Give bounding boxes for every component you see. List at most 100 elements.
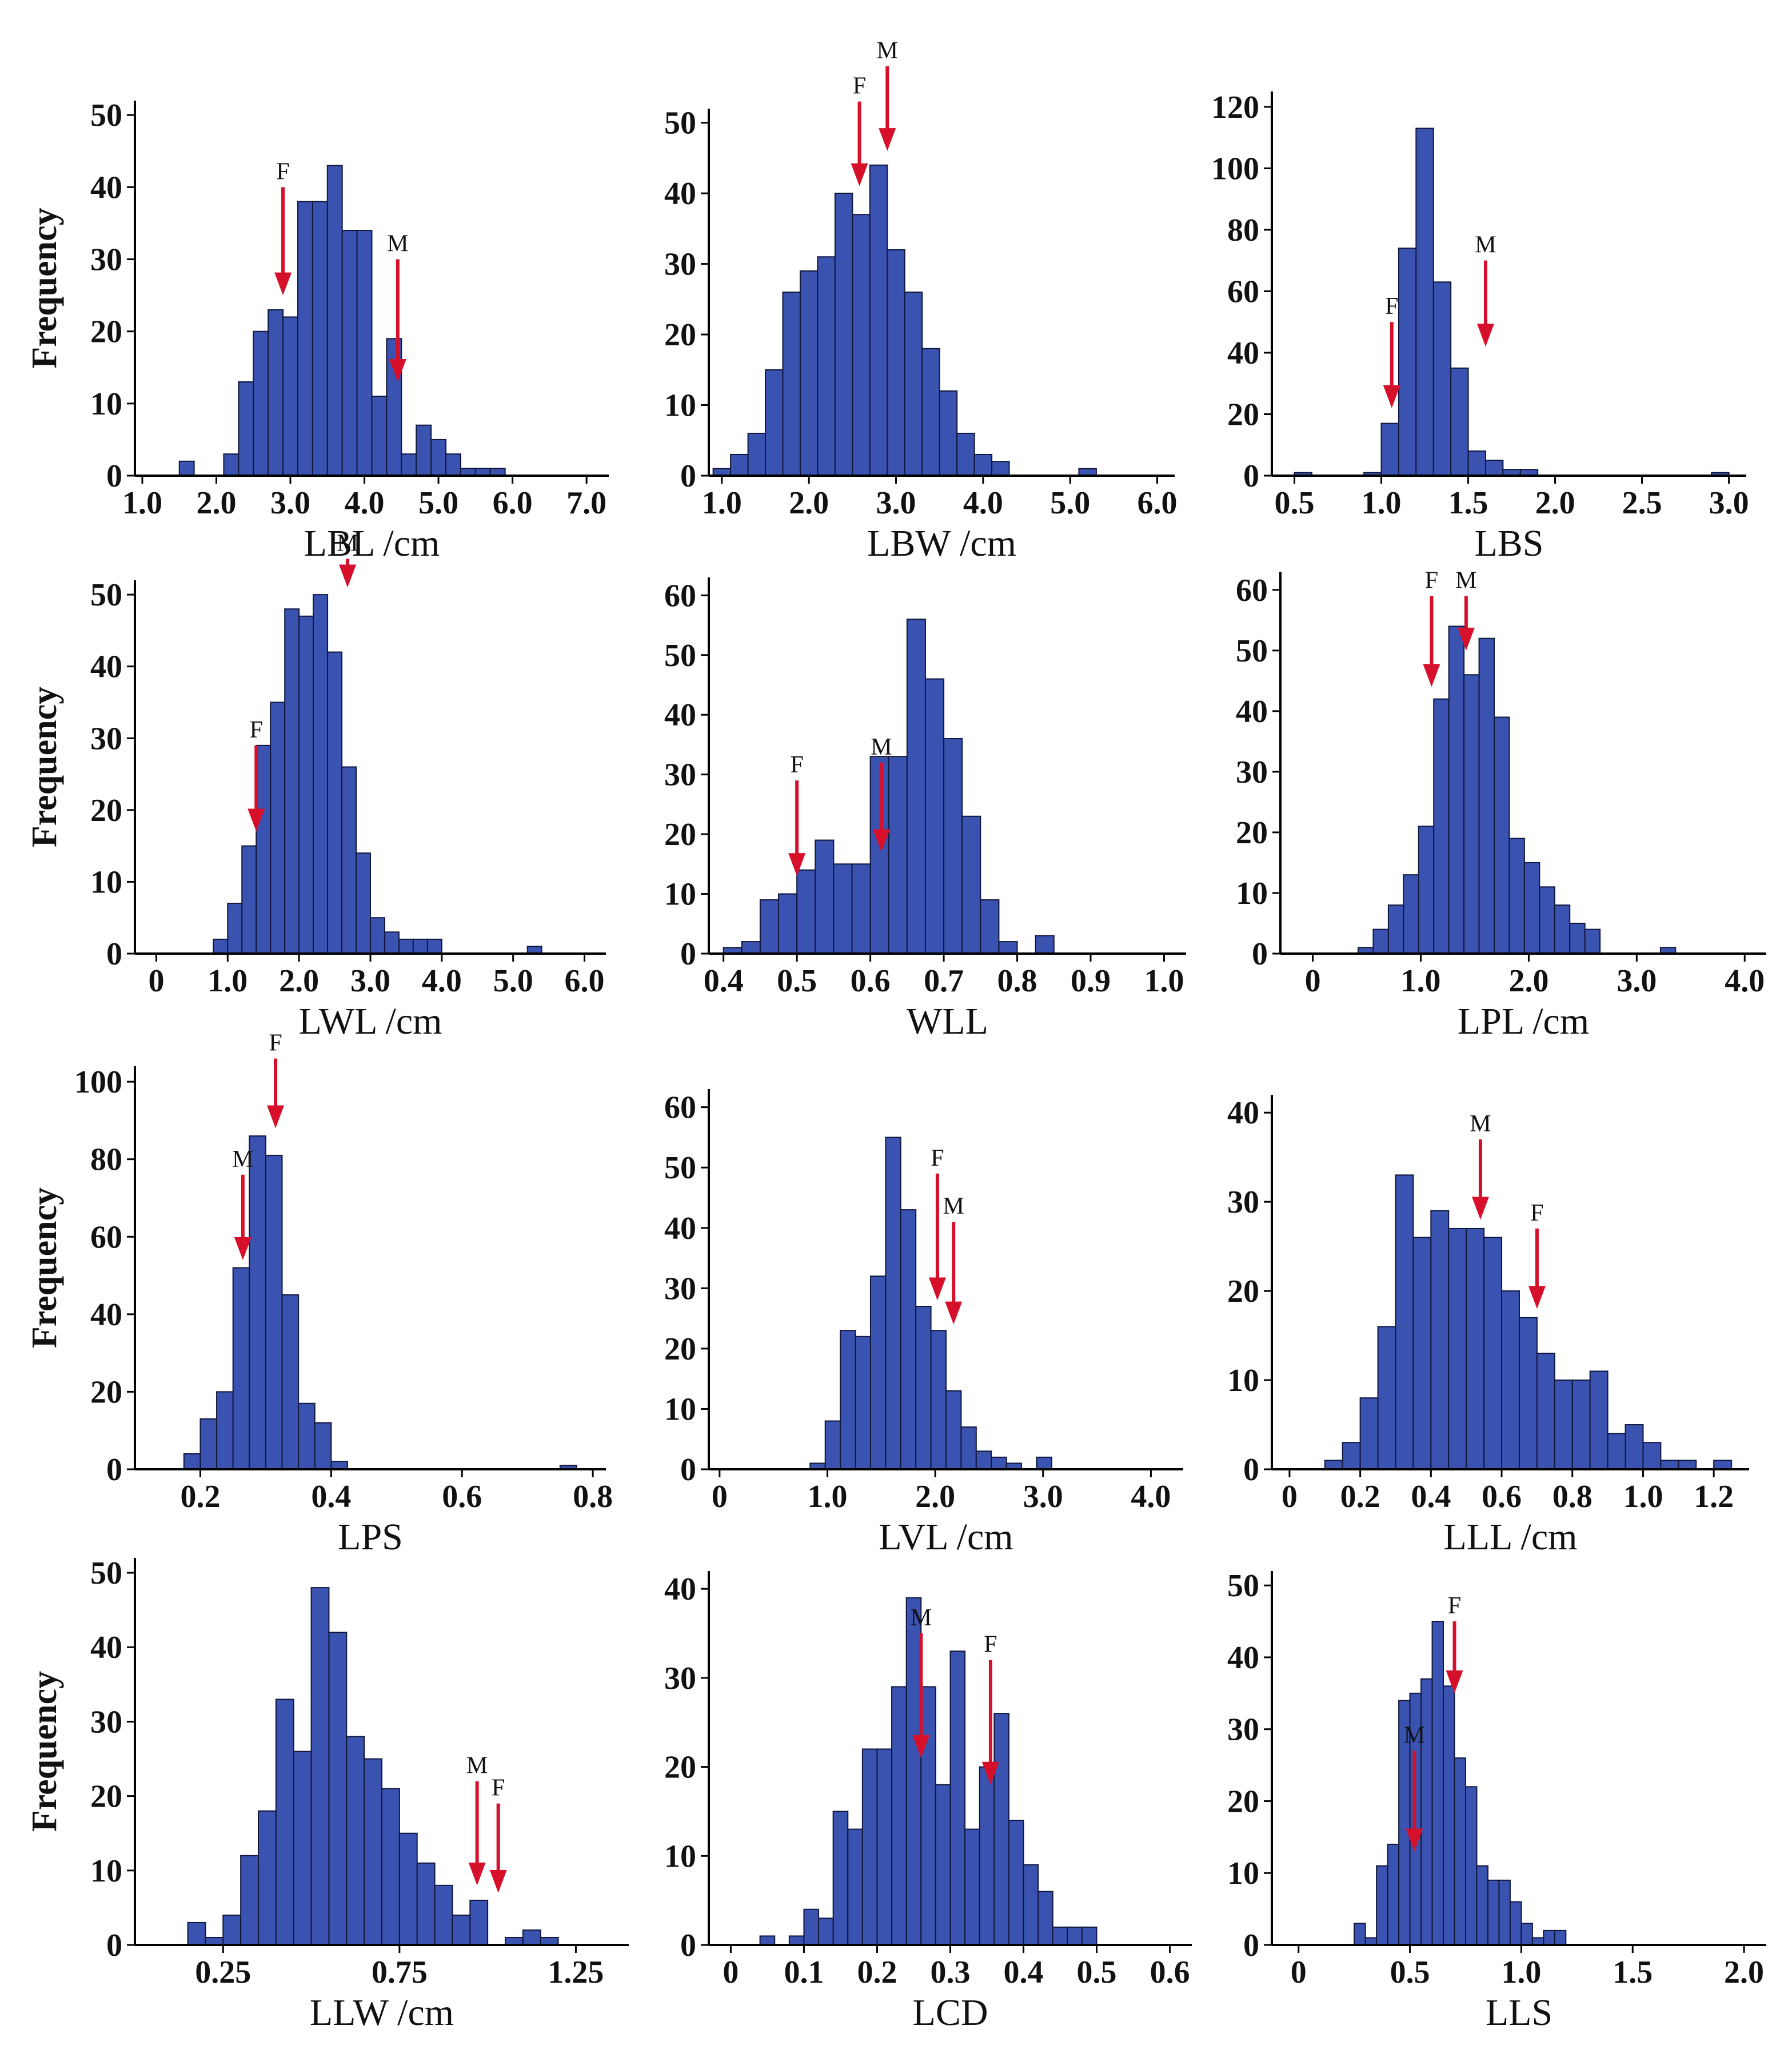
x-axis-title: LPL /cm [1458,1000,1589,1042]
x-tick-label: 3.0 [1023,1479,1063,1514]
histogram-bar [930,1330,947,1470]
y-tick-label: 60 [90,1219,122,1255]
arrow-head-icon [234,1237,252,1260]
x-axis-title: WLL [907,1000,988,1042]
histogram-bar [1037,1891,1053,1946]
marker-arrow-f: F [267,1030,285,1129]
histogram-panel-lwl: 0 10 20 30 40 50 0 1.0 2.0 3.0 4.0 5.0 6.0 LWL /cm Fre… [25,530,606,1042]
y-tick-label: 0 [1243,1928,1259,1963]
histogram-bar [426,938,442,955]
histogram-bar [1554,1380,1573,1470]
histogram-bar [381,1788,400,1946]
histogram-bar [452,1914,471,1946]
histogram-bar [998,941,1018,954]
histogram-panel-lll: 0 10 20 30 40 0 0.2 0.4 0.6 0.8 1.0 1.2 LLL /cm M F [1227,1095,1749,1558]
histogram-bar [1354,1923,1366,1946]
histogram-bar [416,1862,436,1946]
marker-label: F [276,158,289,185]
y-tick-label: 40 [90,170,122,205]
histogram-bar [1415,127,1434,476]
y-tick-label: 20 [90,1779,122,1815]
x-tick-label: 0.8 [1552,1479,1593,1514]
arrow-head-icon [912,1735,930,1758]
y-tick-label: 0 [106,1452,122,1488]
y-tick-label: 40 [1227,1640,1259,1676]
histogram-bar [1418,826,1435,955]
histogram-panel-llw: 0 10 20 30 40 50 0.25 0.75 1.25 LLW /cm Frequency M… [25,1556,629,2034]
x-tick-label: 0 [1291,1955,1307,1990]
histogram-bar [960,1426,977,1470]
y-tick-label: 40 [90,1297,122,1333]
x-tick-label: 3.0 [1617,963,1657,999]
histogram-bar [964,1828,980,1946]
histogram-bar [1376,1865,1388,1946]
y-tick-label: 0 [680,936,696,972]
histogram-bar [298,615,314,954]
histogram-bar [412,938,428,955]
x-tick-label: 5.0 [418,485,458,521]
x-tick-label: 0.1 [784,1955,824,1990]
histogram-bar [855,1336,871,1470]
histogram-bar [1023,1864,1039,1946]
marker-label: M [871,734,892,760]
x-tick-label: 4.0 [1131,1479,1171,1514]
x-tick-label: 4.0 [1725,963,1765,999]
histogram-bar [1433,698,1450,954]
arrow-head-icon [1423,664,1440,687]
histogram-bar [356,852,371,954]
marker-label: M [943,1193,964,1219]
y-tick-label: 40 [1227,336,1259,371]
histogram-bar [1443,1685,1455,1946]
histogram-bar [1466,1227,1485,1470]
histogram-bar [238,381,254,476]
x-axis-title: LLL /cm [1444,1516,1578,1558]
histogram-bar [1454,1757,1466,1946]
x-tick-label: 0.3 [931,1955,971,1990]
histogram-bar [1660,1460,1679,1470]
histogram-bar [213,938,229,955]
y-tick-label: 0 [1243,459,1259,494]
x-tick-label: 6.0 [565,963,605,999]
histogram-bar [888,756,908,955]
x-axis-title: LBL /cm [304,523,440,564]
histogram-bar [1554,904,1571,954]
y-tick-label: 10 [1236,876,1268,911]
histogram-bar [1518,1317,1538,1470]
histogram-bar [356,230,373,476]
x-tick-label: 0.4 [1004,1955,1044,1990]
x-tick-label: 0.25 [195,1955,251,1990]
histogram-bar [905,1597,922,1946]
y-tick-label: 40 [664,176,696,212]
histogram-bar [852,214,871,476]
histogram-bar [341,766,357,954]
y-tick-label: 60 [1236,573,1268,608]
x-tick-label: 0.4 [1411,1479,1451,1514]
y-tick-label: 40 [664,697,696,733]
arrow-head-icon [981,1761,999,1785]
x-tick-label: 0 [723,1955,739,1990]
x-tick-label: 1.0 [1623,1479,1663,1514]
x-tick-label: 2.0 [196,485,236,521]
histogram-bar [759,899,780,954]
histogram-panel-lls: 0 10 20 30 40 50 0 0.5 1.0 1.5 2.0 LLS M F [1227,1568,1766,2034]
marker-arrow-f: F [788,752,806,876]
marker-arrow-m: M [1470,1111,1491,1220]
y-tick-label: 20 [90,1374,122,1410]
marker-label: M [1404,1722,1425,1748]
histogram-bar [216,1391,234,1470]
x-tick-label: 4.0 [345,485,385,521]
x-tick-label: 0.6 [851,963,891,999]
histogram-bar [416,424,432,477]
y-tick-label: 20 [90,314,122,350]
x-axis-title: LBS [1474,523,1543,564]
y-tick-label: 30 [90,1704,122,1740]
histogram-bar [256,744,272,954]
y-tick-label: 10 [664,388,696,424]
histogram-bar [956,432,975,477]
y-tick-label: 0 [680,1452,696,1488]
x-tick-label: 2.5 [1622,485,1662,521]
histogram-bar [1420,1678,1433,1946]
y-tick-label: 0 [1252,936,1268,972]
y-tick-label: 10 [664,877,696,912]
